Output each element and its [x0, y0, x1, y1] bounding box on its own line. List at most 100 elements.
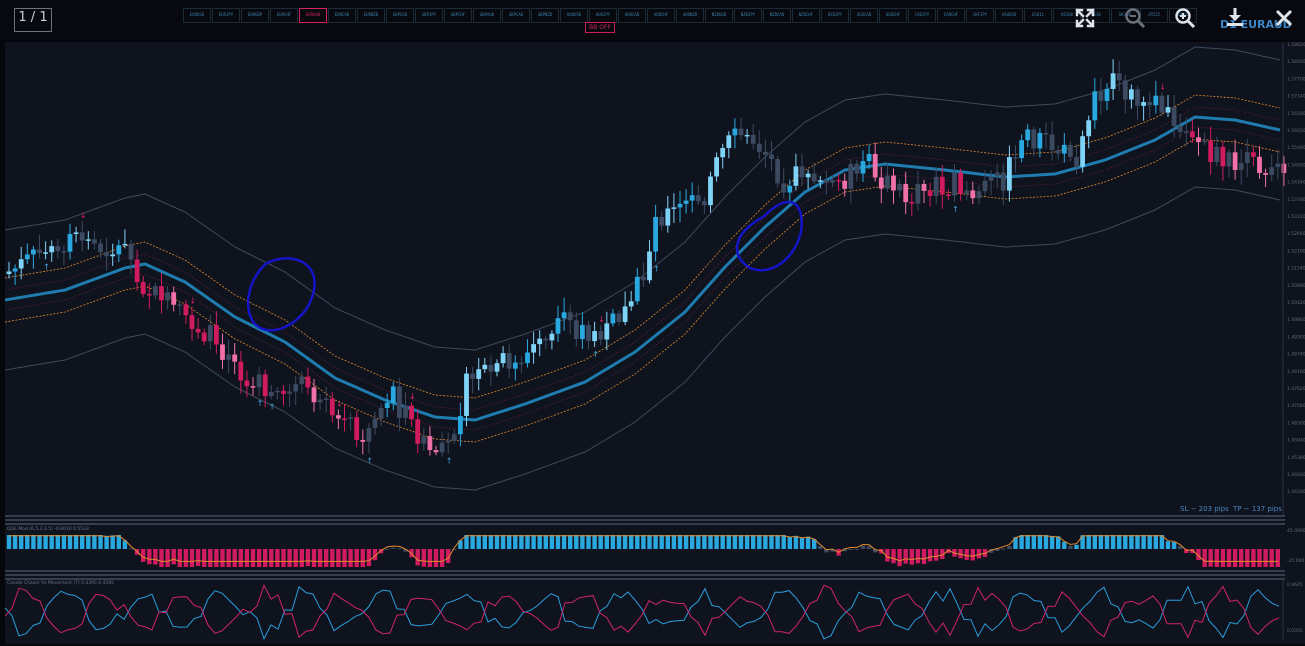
- candle-body: [824, 180, 829, 183]
- symbol-tab[interactable]: CHFJPY: [966, 8, 994, 23]
- zoom-in-button[interactable]: [1173, 6, 1199, 30]
- symbol-tab[interactable]: USDJPY: [821, 8, 849, 23]
- qqe-histogram-bar: [1153, 535, 1158, 549]
- candle-body: [1110, 73, 1116, 89]
- symbol-tab[interactable]: EURAUD: [299, 8, 327, 23]
- symbol-tab[interactable]: GBPNZD: [531, 8, 559, 23]
- qqe-histogram-bar: [1190, 549, 1195, 554]
- buy-arrow: ↑: [952, 205, 959, 214]
- qqe-histogram-bar: [1080, 535, 1085, 549]
- symbol-tab[interactable]: AUDJPY: [589, 8, 617, 23]
- qqe-histogram-bar: [653, 535, 658, 549]
- symbol-tab[interactable]: CADJPY: [908, 8, 936, 23]
- qqe-histogram-bar: [854, 549, 860, 550]
- download-button[interactable]: [1223, 6, 1249, 30]
- qqe-histogram-bar: [86, 535, 91, 549]
- candle-body: [1251, 152, 1256, 157]
- candle-body: [994, 172, 1000, 177]
- qqe-histogram-bar: [439, 549, 445, 567]
- qqe-histogram-bar: [269, 549, 274, 567]
- candle-body: [464, 373, 469, 416]
- candle-body: [1013, 157, 1018, 159]
- symbol-tab[interactable]: GBPUSD: [386, 8, 414, 23]
- symbol-tab[interactable]: NZDCAD: [763, 8, 791, 23]
- bb-toggle-button[interactable]: BB OFF: [585, 22, 615, 33]
- price-tick-label: 1.53780: [1287, 197, 1305, 203]
- price-tick-label: 1.45940: [1287, 438, 1305, 444]
- qqe-histogram-bar: [702, 535, 707, 549]
- zoom-out-button[interactable]: [1123, 6, 1149, 30]
- qqe-histogram-bar: [366, 549, 372, 567]
- buy-arrow: ↑: [43, 262, 50, 271]
- symbol-tab[interactable]: USDCAD: [850, 8, 878, 23]
- fullscreen-button[interactable]: [1073, 6, 1099, 30]
- qqe-histogram-bar: [1068, 545, 1073, 549]
- symbol-tab[interactable]: EURCAD: [328, 8, 356, 23]
- symbol-tab[interactable]: EURNZD: [357, 8, 385, 23]
- qqe-histogram-bar: [507, 535, 512, 549]
- tp-info: TP − 137 pips: [1232, 505, 1282, 513]
- symbol-tab[interactable]: EURGBP: [241, 8, 269, 23]
- candle-body: [592, 331, 597, 342]
- qqe-histogram-bar: [946, 549, 951, 554]
- symbol-tab[interactable]: AUDCHF: [647, 8, 675, 23]
- close-button[interactable]: [1272, 6, 1298, 30]
- qqe-histogram-bar: [934, 549, 939, 561]
- symbol-tab[interactable]: USOIL: [1024, 8, 1052, 23]
- symbol-tab[interactable]: GBPCHF: [444, 8, 472, 23]
- pen-circle-right: [735, 200, 803, 272]
- candle-body: [1202, 140, 1207, 143]
- qqe-histogram-bar: [1159, 535, 1165, 549]
- symbol-tab[interactable]: AUDNZD: [676, 8, 704, 23]
- qqe-histogram-bar: [976, 549, 982, 559]
- candle-body: [787, 185, 793, 193]
- candle-body: [598, 331, 604, 340]
- symbol-tab[interactable]: XAUUSD: [995, 8, 1023, 23]
- symbol-tab[interactable]: USDCHF: [879, 8, 907, 23]
- symbol-tab[interactable]: NZDUSD: [705, 8, 733, 23]
- symbol-tab[interactable]: AUDUSD: [560, 8, 588, 23]
- price-tick-label: 1.46500: [1287, 420, 1305, 426]
- symbol-tab[interactable]: NZDCHF: [792, 8, 820, 23]
- qqe-histogram-bar: [629, 535, 634, 549]
- symbol-tab[interactable]: CADCHF: [937, 8, 965, 23]
- qqe-histogram-bar: [104, 535, 109, 549]
- qqe-histogram-bar: [720, 535, 725, 549]
- qqe-histogram-bar: [6, 535, 12, 549]
- qqe-histogram-bar: [757, 535, 762, 549]
- symbol-tab[interactable]: EURUSD: [183, 8, 211, 23]
- symbol-tab[interactable]: GBPCAD: [502, 8, 530, 23]
- sell-arrow: ↓: [190, 297, 197, 306]
- trading-chart[interactable]: ↑ ↓ ↓ ↑ ↑ ↓ ↑ ↓ ↑ ↑ ↓ ↑ ↑ ↓ 1.58820 1.58260 1.57700 1.57…: [5, 42, 1305, 644]
- price-tick-label: 1.50420: [1287, 300, 1305, 306]
- qqe-histogram-bar: [1123, 535, 1128, 549]
- candle-body: [817, 180, 823, 182]
- symbol-tab[interactable]: EURCHF: [270, 8, 298, 23]
- symbol-tab[interactable]: NZDJPY: [734, 8, 762, 23]
- candle-body: [250, 386, 256, 388]
- qqe-histogram-bar: [330, 549, 335, 567]
- candle-body: [1080, 136, 1085, 167]
- candle-body: [85, 239, 91, 241]
- candle-body: [519, 362, 524, 365]
- candle-body: [561, 312, 567, 319]
- qqe-panel-label: QQE Mod (6,5,3,3.5) -0.8010 0.5533: [7, 526, 89, 532]
- price-tick-label: 1.45380: [1287, 455, 1305, 461]
- candle-body: [1025, 129, 1031, 141]
- qqe-histogram-bar: [476, 535, 481, 549]
- candle-body: [31, 249, 36, 255]
- symbol-tab[interactable]: AUDCAD: [618, 8, 646, 23]
- qqe-histogram-bar: [336, 549, 341, 567]
- candle-body: [958, 172, 963, 194]
- qqe-histogram-bar: [256, 549, 262, 567]
- symbol-tab[interactable]: GBPJPY: [415, 8, 443, 23]
- symbol-tab[interactable]: GBPAUD: [473, 8, 501, 23]
- price-tick-label: 1.47620: [1287, 386, 1305, 392]
- qqe-histogram-bar: [500, 535, 506, 549]
- price-tick-label: 1.55460: [1287, 145, 1305, 151]
- qqe-histogram-bar: [842, 549, 847, 552]
- symbol-tab[interactable]: US500: [1053, 8, 1081, 23]
- qqe-histogram-bar: [452, 549, 457, 550]
- symbol-tab[interactable]: EURJPY: [212, 8, 240, 23]
- candle-body: [763, 151, 768, 155]
